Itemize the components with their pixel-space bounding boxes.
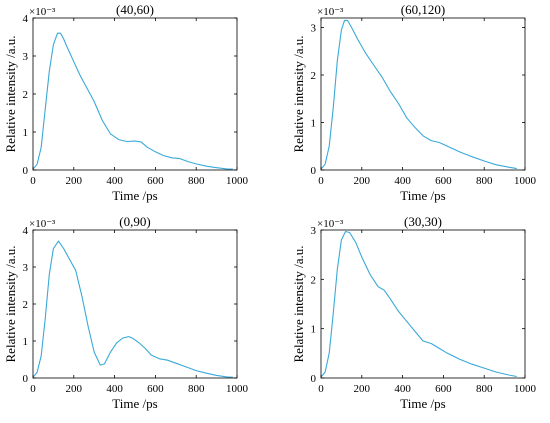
x-tick-label: 0 [30, 175, 36, 187]
y-tick-label: 3 [311, 225, 317, 237]
y-tick-label: 3 [23, 262, 29, 274]
x-tick-label: 200 [66, 175, 83, 187]
y-tick-label: 3 [311, 23, 317, 35]
y-tick-label: 1 [23, 127, 29, 139]
x-tick-label: 0 [318, 383, 324, 395]
y-axis-label: Relative intensity /a.u. [291, 246, 306, 363]
x-tick-label: 200 [354, 383, 371, 395]
y-exponent-label: ×10⁻³ [29, 6, 56, 18]
y-exponent-label: ×10⁻³ [317, 218, 344, 230]
y-tick-label: 2 [23, 299, 29, 311]
plot-frame [320, 229, 526, 379]
y-tick-label: 4 [23, 13, 29, 25]
subplot-title: (40,60) [116, 2, 154, 17]
x-axis-label: Time /ps [112, 188, 157, 203]
y-tick-label: 2 [311, 274, 317, 286]
x-tick-label: 200 [66, 383, 83, 395]
subplot-title: (60,120) [401, 2, 445, 17]
subplot-title: (30,30) [404, 214, 442, 229]
y-tick-label: 1 [311, 118, 317, 130]
x-tick-label: 600 [147, 383, 164, 395]
subplot-1: 0 200 400 600 800 1000 0 1 2 3 4×10⁻³ (40,60) Time /… [3, 2, 249, 203]
subplot-4: 0 200 400 600 800 1000 0 1 2 3×10⁻³ (30,30) Time /p… [291, 214, 537, 411]
y-tick-label: 0 [23, 373, 29, 385]
subplot-3: 0 200 400 600 800 1000 0 1 2 3 4×10⁻³ (0,90) Time /p… [3, 214, 249, 411]
y-exponent-label: ×10⁻³ [29, 218, 56, 230]
y-axis-label: Relative intensity /a.u. [3, 246, 18, 363]
plot-frame [320, 17, 526, 171]
plot-frame [32, 229, 238, 379]
y-tick-label: 1 [23, 336, 29, 348]
y-axis-label: Relative intensity /a.u. [3, 36, 18, 153]
x-tick-label: 800 [476, 383, 493, 395]
series-line [320, 19, 517, 170]
y-tick-label: 4 [23, 225, 29, 237]
x-tick-label: 600 [147, 175, 164, 187]
x-tick-label: 0 [318, 175, 324, 187]
x-axis-label: Time /ps [400, 188, 445, 203]
x-tick-label: 1000 [514, 175, 537, 187]
x-tick-label: 1000 [514, 383, 537, 395]
x-tick-label: 400 [106, 175, 123, 187]
x-tick-label: 800 [188, 175, 205, 187]
y-tick-label: 0 [311, 373, 317, 385]
series-line [32, 32, 233, 170]
x-axis-label: Time /ps [400, 396, 445, 411]
series-line [320, 230, 517, 378]
y-tick-label: 0 [23, 165, 29, 177]
x-tick-label: 800 [476, 175, 493, 187]
y-tick-label: 1 [311, 324, 317, 336]
x-tick-label: 400 [394, 175, 411, 187]
x-tick-label: 200 [354, 175, 371, 187]
x-tick-label: 1000 [226, 175, 249, 187]
x-tick-label: 400 [394, 383, 411, 395]
subplot-2: 0 200 400 600 800 1000 0 1 2 3×10⁻³ (60,120) Time /… [291, 2, 537, 203]
series-line [32, 240, 233, 378]
y-exponent-label: ×10⁻³ [317, 6, 344, 18]
y-tick-label: 2 [311, 70, 317, 82]
x-tick-label: 1000 [226, 383, 249, 395]
x-tick-label: 400 [106, 383, 123, 395]
x-tick-label: 800 [188, 383, 205, 395]
x-tick-label: 600 [435, 383, 452, 395]
x-tick-label: 0 [30, 383, 36, 395]
y-tick-label: 3 [23, 51, 29, 63]
subplot-title: (0,90) [119, 214, 150, 229]
plot-frame [32, 17, 238, 171]
y-axis-label: Relative intensity /a.u. [291, 36, 306, 153]
y-tick-label: 2 [23, 89, 29, 101]
x-axis-label: Time /ps [112, 396, 157, 411]
y-tick-label: 0 [311, 165, 317, 177]
x-tick-label: 600 [435, 175, 452, 187]
